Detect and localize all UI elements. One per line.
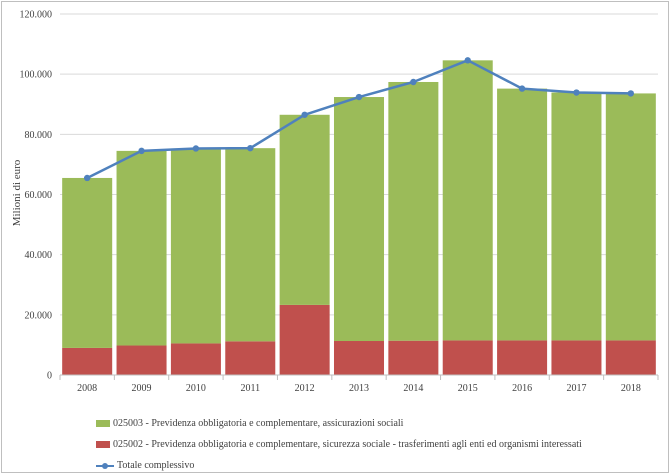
legend-line-marker — [96, 461, 114, 471]
bar-segment — [442, 60, 493, 341]
total-line-point — [464, 57, 471, 64]
y-tick-label: 120.000 — [20, 10, 53, 21]
total-line — [83, 57, 635, 182]
legend-item-025002: 025002 - Previdenza obbligatoria e compl… — [96, 434, 582, 455]
x-tick-label: 2014 — [403, 383, 423, 394]
total-line-point — [83, 174, 91, 182]
y-tick-label: 100.000 — [20, 70, 53, 81]
bar-segment — [225, 148, 276, 342]
bar-segment — [497, 88, 548, 341]
y-axis-title: Milioni di euro — [11, 159, 23, 226]
bar-segment — [388, 340, 439, 375]
legend-label-025003: 025003 - Previdenza obbligatoria e compl… — [113, 418, 404, 429]
bar-segment — [170, 148, 221, 344]
legend-swatch-green — [96, 420, 110, 427]
bar-segment — [333, 97, 385, 342]
x-tick-label: 2013 — [349, 383, 369, 394]
total-line-point — [518, 85, 526, 92]
x-tick-label: 2008 — [77, 383, 97, 394]
x-tick-label: 2010 — [186, 383, 206, 394]
y-tick-label: 80.000 — [25, 130, 53, 141]
bar-segment — [605, 340, 656, 375]
bar-segment — [442, 340, 493, 375]
total-line-point — [138, 147, 145, 155]
axes: 0 20.000 40.000 60.000 80.000 100.000 120.000 2… — [20, 10, 659, 394]
total-line-point — [573, 89, 580, 96]
total-line-point — [301, 111, 308, 118]
total-line-point — [355, 93, 363, 101]
legend-item-025003: 025003 - Previdenza obbligatoria e compl… — [96, 413, 582, 434]
y-tick-label: 20.000 — [25, 310, 53, 321]
x-tick-label: 2012 — [295, 383, 315, 394]
x-tick-label: 2011 — [240, 383, 260, 394]
y-tick-label: 60.000 — [25, 190, 53, 201]
total-line-point — [247, 144, 254, 152]
bar-segment — [551, 340, 602, 375]
y-tick-label: 0 — [47, 371, 52, 382]
x-tick-label: 2016 — [512, 383, 532, 394]
bar-segment — [116, 150, 167, 346]
chart-legend: 025003 - Previdenza obbligatoria e compl… — [96, 413, 582, 476]
x-tick-label: 2009 — [132, 383, 152, 394]
legend-swatch-red — [96, 441, 110, 448]
legend-label-totale: Totale complessivo — [117, 460, 195, 471]
total-line-point — [627, 90, 635, 97]
bar-segment — [333, 341, 385, 375]
bar-segment — [62, 177, 113, 348]
bar-segment — [116, 345, 167, 375]
bar-segment — [551, 92, 602, 341]
bars — [62, 60, 656, 375]
legend-label-025002: 025002 - Previdenza obbligatoria e compl… — [113, 439, 582, 450]
bar-segment — [388, 81, 439, 341]
bar-segment — [279, 304, 330, 375]
bar-segment — [170, 343, 221, 375]
bar-segment — [225, 341, 276, 375]
y-tick-label: 40.000 — [25, 250, 53, 261]
x-tick-label: 2017 — [566, 383, 586, 394]
bar-segment — [605, 93, 656, 341]
bar-segment — [497, 340, 548, 375]
total-line-point — [192, 145, 200, 152]
x-tick-label: 2015 — [458, 383, 478, 394]
bar-segment — [279, 114, 330, 305]
legend-item-totale: Totale complessivo — [96, 455, 582, 476]
bar-segment — [62, 347, 113, 375]
total-line-point — [410, 78, 417, 86]
x-tick-label: 2018 — [621, 383, 641, 394]
